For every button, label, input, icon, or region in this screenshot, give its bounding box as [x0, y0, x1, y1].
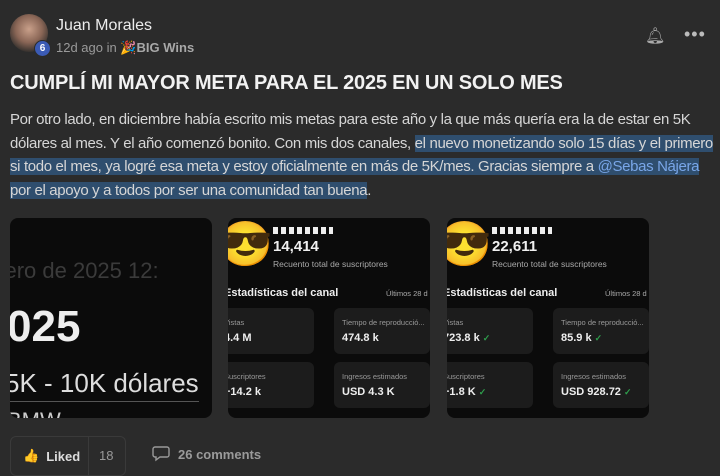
image-text: BMW	[10, 408, 61, 418]
image-text: 5K - 10K dólares	[10, 368, 199, 402]
stat-label: Vistas	[228, 318, 245, 327]
like-label: Liked	[46, 448, 81, 464]
stat-label: Ingresos estimados	[561, 372, 627, 381]
sunglasses-emoji-icon: 😎	[447, 220, 492, 269]
stats-period: Últimos 28 d	[386, 289, 428, 298]
image-thumbnail-1[interactable]: enero de 2025 12: 025 5K - 10K dólares B…	[10, 218, 212, 418]
blurred-channel-name	[273, 227, 333, 234]
thumbs-up-icon: 👍	[23, 448, 40, 463]
body-text: Por otro lado, en diciembre había escrit…	[10, 111, 691, 152]
stat-label: Vistas	[447, 318, 464, 327]
stat-value: 85.9 k	[561, 332, 592, 344]
stat-tile: Vistas 4.4 M	[228, 308, 314, 354]
stat-tile: Vistas 723.8 k✓	[447, 308, 533, 354]
stat-value: 474.8 k	[342, 332, 379, 344]
stat-value: USD 4.3 K	[342, 386, 395, 398]
like-count[interactable]: 18	[99, 448, 114, 463]
comments-button[interactable]: 26 comments	[152, 446, 261, 462]
check-circle-icon: ✓	[482, 333, 491, 343]
level-badge: 6	[34, 40, 51, 57]
stat-label: Ingresos estimados	[342, 372, 408, 381]
stat-label: Tiempo de reproducció...	[342, 318, 425, 327]
like-button[interactable]: 👍 Liked 18	[10, 436, 126, 476]
more-options-icon[interactable]: •••	[684, 24, 706, 44]
stats-heading: Estadísticas del canal	[447, 287, 558, 299]
stat-value: 4.4 M	[228, 332, 252, 344]
stats-period: Últimos 28 d	[605, 289, 647, 298]
body-text: el nuevo monetizando solo 15 días y el p…	[10, 134, 713, 176]
divider	[88, 437, 89, 475]
stat-label: Suscriptores	[228, 372, 266, 381]
stat-tile: Suscriptores +14.2 k	[228, 362, 314, 408]
stat-tile: Tiempo de reproducció... 85.9 k ✓	[553, 308, 649, 354]
stat-value: +14.2 k	[228, 386, 262, 398]
body-text: por el apoyo y a todos por ser una comun…	[10, 181, 368, 199]
sunglasses-emoji-icon: 😎	[228, 220, 273, 269]
subscriber-label: Recuento total de suscriptores	[273, 259, 388, 269]
author-name[interactable]: Juan Morales	[56, 17, 153, 34]
mention-link[interactable]: @Sebas Nájera	[597, 158, 700, 175]
stat-label: Tiempo de reproducció...	[561, 318, 644, 327]
post-title: CUMPLÍ MI MAYOR META PARA EL 2025 EN UN …	[10, 72, 563, 94]
post-meta: 12d ago in 🎉BIG Wins	[56, 40, 194, 56]
check-circle-icon: ✓	[478, 387, 487, 397]
stat-tile: Tiempo de reproducció... 474.8 k	[334, 308, 430, 354]
stat-value: USD 928.72	[561, 386, 621, 398]
stat-value: +1.8 K	[447, 386, 476, 398]
comments-count: 26 comments	[178, 446, 262, 462]
stats-heading: Estadísticas del canal	[228, 287, 339, 299]
subscriber-count: 14,414	[273, 238, 319, 255]
category-link[interactable]: BIG Wins	[136, 40, 195, 55]
stat-tile: Ingresos estimados USD 4.3 K	[334, 362, 430, 408]
stat-value: 723.8 k	[447, 332, 480, 344]
check-circle-icon: ✓	[594, 333, 603, 343]
subscriber-label: Recuento total de suscriptores	[492, 259, 607, 269]
post-body: Por otro lado, en diciembre había escrit…	[10, 108, 716, 202]
image-thumbnail-3[interactable]: 😎 22,611 Recuento total de suscriptores …	[447, 218, 649, 418]
stat-tile: Ingresos estimados USD 928.72 ✓	[553, 362, 649, 408]
stat-tile: Suscriptores +1.8 K✓	[447, 362, 533, 408]
image-text: enero de 2025 12:	[10, 258, 159, 283]
blurred-channel-name	[492, 227, 552, 234]
stat-label: Suscriptores	[447, 372, 485, 381]
party-popper-icon: 🎉	[120, 40, 137, 55]
image-text: 025	[10, 302, 81, 351]
subscriber-count: 22,611	[492, 238, 538, 255]
check-circle-icon: ✓	[623, 387, 632, 397]
body-text: .	[367, 181, 372, 199]
comment-icon	[152, 446, 170, 462]
post-time: 12d ago in	[56, 40, 117, 55]
bell-icon[interactable]: 🔔︎	[645, 28, 666, 45]
image-thumbnail-2[interactable]: 😎 14,414 Recuento total de suscriptores …	[228, 218, 430, 418]
